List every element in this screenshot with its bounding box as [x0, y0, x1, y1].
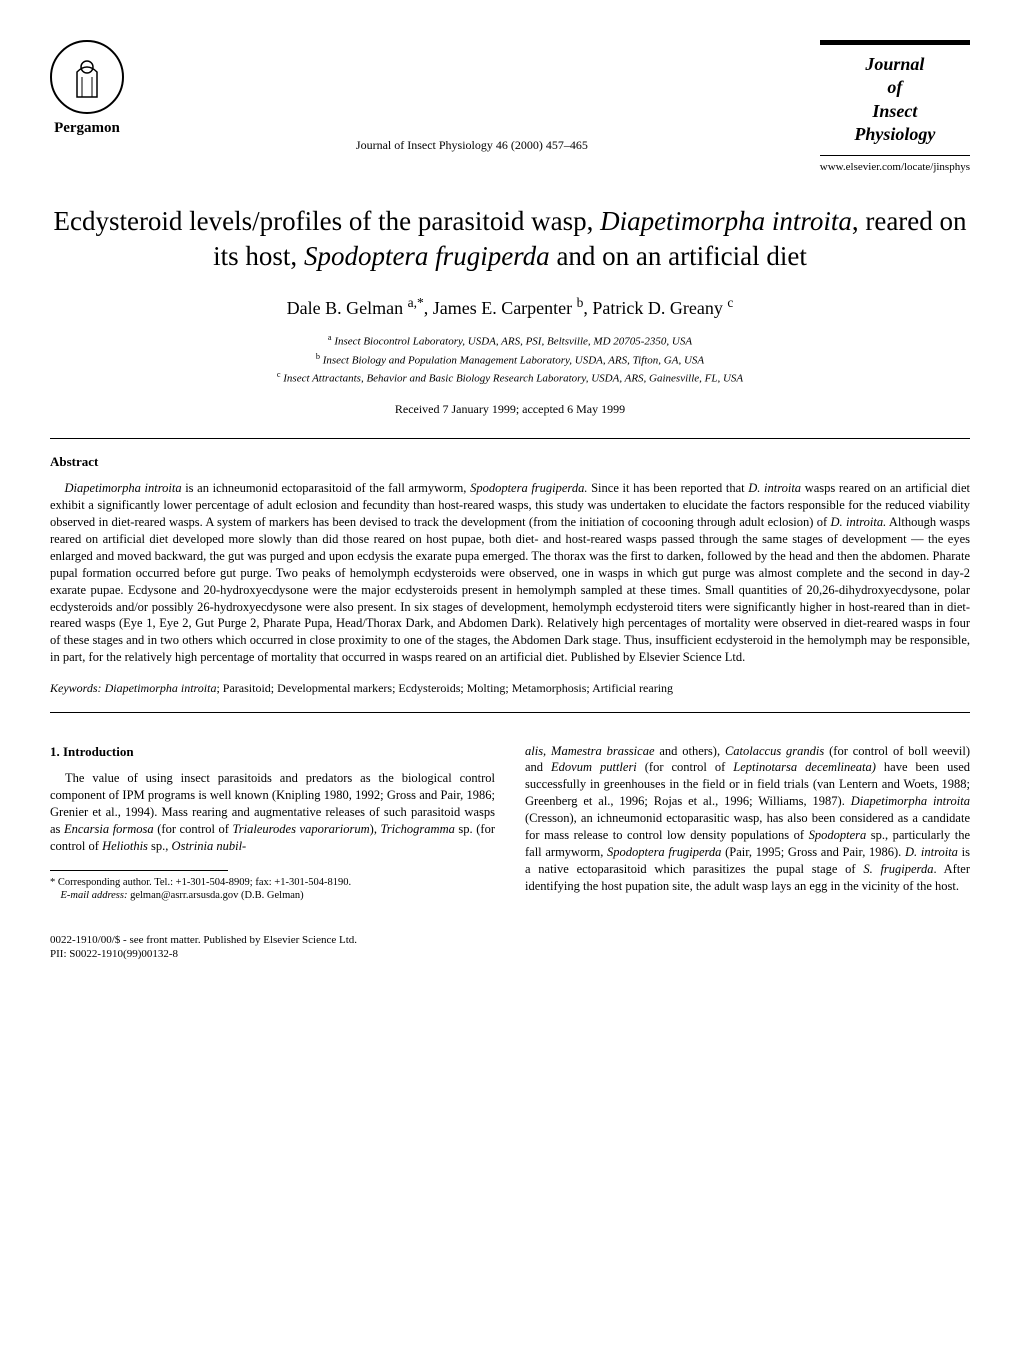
c2-t7: (Pair, 1995; Gross and Pair, 1986).: [721, 845, 905, 859]
i-e3: Trichogramma: [381, 822, 455, 836]
c2-e1: alis, Mamestra brassicae: [525, 744, 655, 758]
journal-title-box: Journal of Insect Physiology: [820, 40, 970, 156]
i-t5: sp.,: [148, 839, 172, 853]
footnote-separator: [50, 870, 228, 871]
journal-title-container: Journal of Insect Physiology www.elsevie…: [820, 40, 970, 174]
footnote-email: gelman@asrr.arsusda.gov (D.B. Gelman): [127, 890, 303, 901]
intro-para-1: The value of using insect parasitoids an…: [50, 770, 495, 854]
abs-t-8: Although wasps reared on artificial diet…: [50, 515, 970, 664]
c2-e4: Leptinotarsa decemlineata): [733, 760, 876, 774]
affil-a: Insect Biocontrol Laboratory, USDA, ARS,…: [332, 336, 693, 348]
c2-e5: Diapetimorpha introita: [851, 794, 970, 808]
title-text-post: and on an artificial diet: [550, 241, 807, 271]
c2-e2: Catolaccus grandis: [725, 744, 824, 758]
author-2: , James E. Carpenter: [424, 298, 577, 318]
i-e5: Ostrinia nubil-: [172, 839, 247, 853]
footer-left: 0022-1910/00/$ - see front matter. Publi…: [50, 933, 357, 962]
intro-para-1-cont: alis, Mamestra brassicae and others), Ca…: [525, 743, 970, 895]
abs-em-3: Spodoptera frugiperda.: [470, 481, 587, 495]
journal-citation: Journal of Insect Physiology 46 (2000) 4…: [124, 138, 820, 154]
c2-e7: Spodoptera frugiperda: [607, 845, 721, 859]
keywords-label: Keywords:: [50, 681, 105, 695]
footnote-corresponding: * Corresponding author. Tel.: +1-301-504…: [50, 876, 495, 890]
keywords-line: Keywords: Diapetimorpha introita; Parasi…: [50, 681, 970, 697]
kw-em-1: Diapetimorpha introita: [105, 681, 217, 695]
abs-em-1: Diapetimorpha introita: [65, 481, 182, 495]
pii-line: PII: S0022-1910(99)00132-8: [50, 947, 357, 961]
i-e4: Heliothis: [102, 839, 148, 853]
column-right: alis, Mamestra brassicae and others), Ca…: [525, 743, 970, 903]
i-t2: (for control of: [154, 822, 233, 836]
affiliations: a Insect Biocontrol Laboratory, USDA, AR…: [50, 332, 970, 386]
author-3: , Patrick D. Greany: [583, 298, 727, 318]
pergamon-icon: [50, 40, 124, 114]
c2-e6: Spodoptera: [809, 828, 867, 842]
journal-word-1: Journal: [865, 54, 924, 74]
c2-t3: (for control of: [637, 760, 733, 774]
abs-t-4: Since it has been reported that: [587, 481, 748, 495]
abs-em-7: D. introita.: [831, 515, 887, 529]
footnote-email-line: E-mail address: gelman@asrr.arsusda.gov …: [50, 889, 495, 903]
c2-e8: D. introita: [905, 845, 958, 859]
abs-em-5: D. introita: [748, 481, 801, 495]
body-columns: 1. Introduction The value of using insec…: [50, 743, 970, 903]
publisher-logo: Pergamon: [50, 40, 124, 139]
footnote-block: * Corresponding author. Tel.: +1-301-504…: [50, 876, 495, 903]
journal-word-3: Insect: [872, 101, 917, 121]
title-species-1: Diapetimorpha introita: [600, 206, 852, 236]
divider-1: [50, 438, 970, 439]
journal-word-2: of: [887, 77, 902, 97]
column-left: 1. Introduction The value of using insec…: [50, 743, 495, 903]
divider-2: [50, 712, 970, 713]
journal-url: www.elsevier.com/locate/jinsphys: [820, 160, 970, 174]
authors-line: Dale B. Gelman a,*, James E. Carpenter b…: [50, 294, 970, 320]
kw-text: ; Parasitoid; Developmental markers; Ecd…: [216, 681, 673, 695]
i-e2: Trialeurodes vaporariorum: [233, 822, 370, 836]
c2-t1: and others),: [655, 744, 725, 758]
author-1: Dale B. Gelman: [287, 298, 408, 318]
i-e1: Encarsia formosa: [64, 822, 154, 836]
title-species-2: Spodoptera frugiperda: [304, 241, 550, 271]
affil-b: Insect Biology and Population Management…: [320, 354, 704, 366]
intro-heading: 1. Introduction: [50, 743, 495, 761]
abs-t-2: is an ichneumonid ectoparasitoid of the …: [182, 481, 470, 495]
footnote-email-label: E-mail address:: [61, 890, 128, 901]
journal-word-4: Physiology: [854, 124, 935, 144]
affil-c: Insect Attractants, Behavior and Basic B…: [281, 372, 744, 384]
c2-e9: S. frugiperda: [863, 862, 933, 876]
title-text-pre: Ecdysteroid levels/profiles of the paras…: [53, 206, 600, 236]
author-1-sup: a,*: [408, 295, 424, 310]
copyright-line: 0022-1910/00/$ - see front matter. Publi…: [50, 933, 357, 947]
author-3-sup: c: [727, 295, 733, 310]
abstract-body: Diapetimorpha introita is an ichneumonid…: [50, 480, 970, 666]
publisher-name: Pergamon: [54, 119, 120, 139]
page-header: Pergamon Journal of Insect Physiology 46…: [50, 40, 970, 174]
c2-e3: Edovum puttleri: [551, 760, 637, 774]
abstract-heading: Abstract: [50, 454, 970, 471]
article-title: Ecdysteroid levels/profiles of the paras…: [50, 204, 970, 274]
i-t3: ),: [370, 822, 381, 836]
received-date: Received 7 January 1999; accepted 6 May …: [50, 402, 970, 418]
page-footer: 0022-1910/00/$ - see front matter. Publi…: [50, 933, 970, 962]
